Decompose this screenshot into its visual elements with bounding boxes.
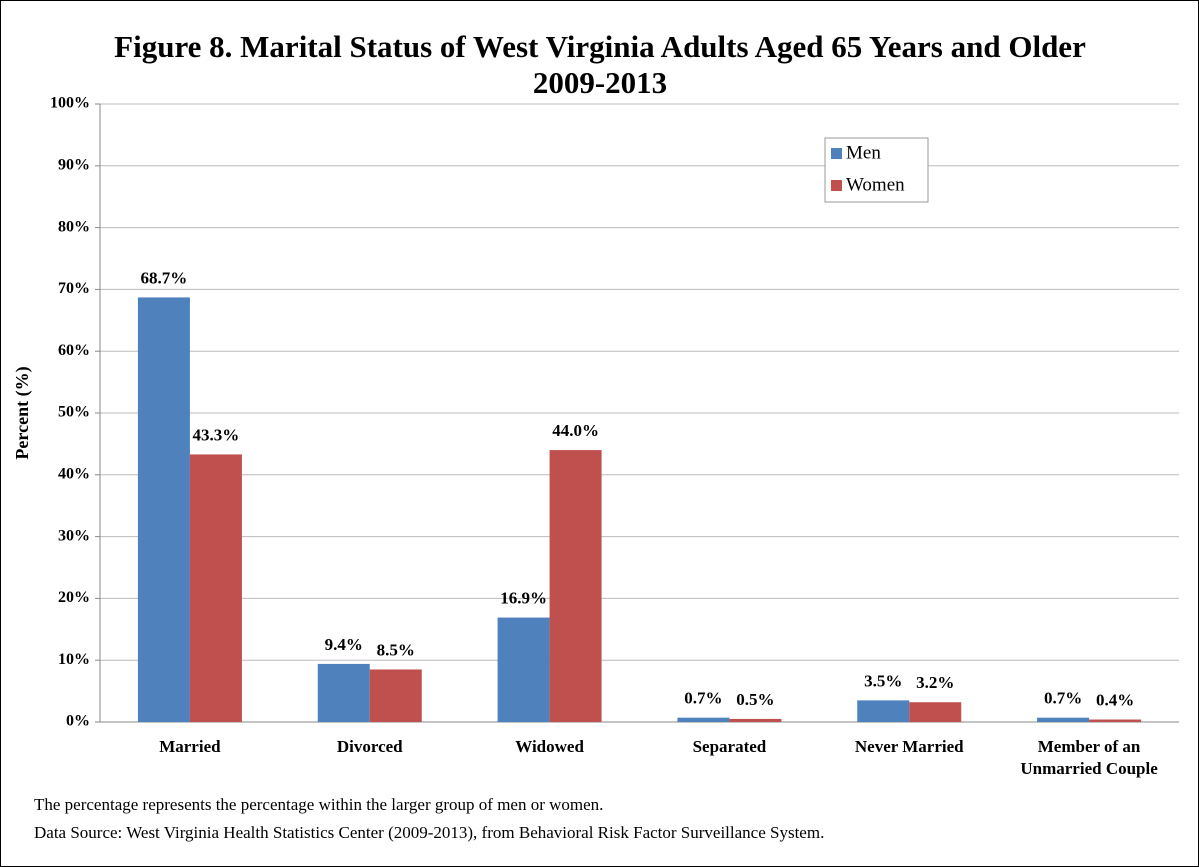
chart-title: Figure 8. Marital Status of West Virgini…: [114, 29, 1086, 64]
bar: [497, 617, 550, 722]
y-tick-label: 70%: [58, 280, 90, 297]
data-label: 0.4%: [1096, 690, 1134, 709]
y-tick-label: 100%: [50, 95, 90, 112]
x-tick-label: Divorced: [336, 737, 403, 756]
bar: [549, 450, 602, 722]
y-tick-label: 60%: [58, 342, 90, 359]
bar: [317, 663, 370, 722]
bar: [369, 669, 422, 722]
y-tick-label: 90%: [58, 156, 90, 173]
bar: [137, 297, 190, 722]
y-tick-label: 10%: [58, 651, 90, 668]
data-label: 0.7%: [684, 689, 722, 708]
bar: [1037, 717, 1090, 722]
x-tick-label: Never Married: [854, 737, 964, 756]
y-axis-label: Percent (%): [12, 366, 33, 459]
data-label: 44.0%: [552, 421, 599, 440]
y-tick-label: 20%: [58, 589, 90, 606]
bar: [857, 700, 910, 722]
legend-box: [824, 137, 929, 203]
data-label: 0.7%: [1044, 689, 1082, 708]
data-label: 16.9%: [500, 588, 547, 607]
footnote: The percentage represents the percentage…: [34, 795, 604, 814]
legend-swatch: [831, 148, 842, 159]
legend-label: Men: [846, 142, 881, 163]
y-tick-label: 0%: [66, 713, 90, 730]
chart-title: 2009-2013: [533, 65, 667, 100]
data-label: 8.5%: [377, 640, 415, 659]
x-tick-label: Married: [159, 737, 221, 756]
data-label: 43.3%: [193, 425, 240, 444]
x-tick-label: Member of an Unmarried Couple: [1020, 737, 1158, 778]
data-label: 68.7%: [141, 268, 188, 287]
bar: [909, 702, 962, 722]
data-label: 0.5%: [736, 690, 774, 709]
data-label: 9.4%: [325, 635, 363, 654]
y-tick-label: 50%: [58, 404, 90, 421]
y-tick-label: 30%: [58, 527, 90, 544]
bar: [1089, 719, 1142, 722]
y-tick-label: 80%: [58, 218, 90, 235]
data-label: 3.2%: [916, 673, 954, 692]
y-tick-label: 40%: [58, 465, 90, 482]
x-tick-label: Widowed: [515, 737, 584, 756]
x-tick-label: Separated: [692, 737, 767, 756]
bar: [677, 717, 730, 722]
footnote: Data Source: West Virginia Health Statis…: [34, 823, 825, 842]
legend-label: Women: [846, 174, 905, 195]
legend-swatch: [831, 180, 842, 191]
data-label: 3.5%: [864, 671, 902, 690]
bar: [189, 454, 242, 722]
bar: [729, 718, 782, 722]
